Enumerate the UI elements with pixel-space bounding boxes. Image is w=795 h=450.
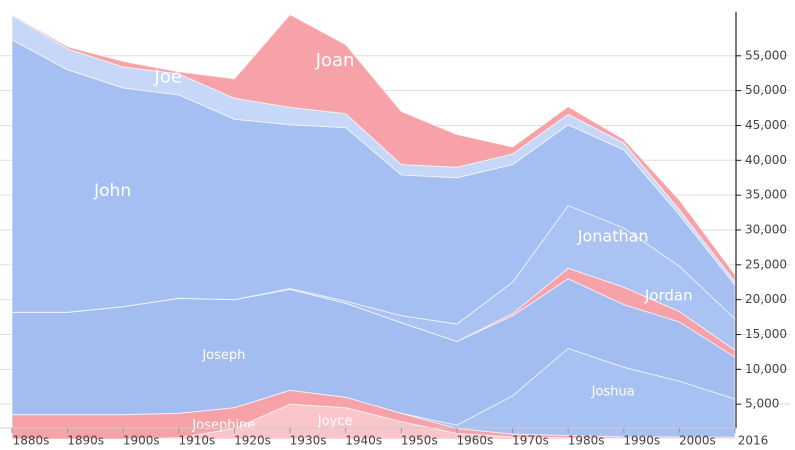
x-tick-label: 1960s (457, 434, 494, 448)
x-tick-label: 1970s (512, 434, 549, 448)
area (11, 13, 736, 284)
series-label: Josephine (191, 418, 255, 433)
series-label: Joseph (201, 348, 245, 363)
y-tick-label: 40,000 (745, 153, 787, 167)
y-tick-label: 30,000 (745, 222, 787, 236)
x-tick-label: 1950s (401, 434, 438, 448)
series-label: Jordan (644, 286, 693, 304)
series-label: Joan (315, 50, 355, 71)
x-tick-label: 1880s (13, 434, 50, 448)
y-tick-label: 5,000 (745, 397, 779, 411)
x-tick-label: 1930s (290, 434, 327, 448)
x-tick-label: 1920s (234, 434, 271, 448)
series-label: Joe (154, 66, 182, 87)
x-tick-label: 1980s (568, 434, 605, 448)
y-tick-label: 10,000 (745, 362, 787, 376)
x-tick-label: 2016 (738, 434, 769, 448)
x-tick-label: 1900s (123, 434, 160, 448)
y-tick-label: 25,000 (745, 257, 787, 271)
y-tick-label: 50,000 (745, 83, 787, 97)
series-label: Joyce (317, 414, 353, 429)
x-tick-label: 2000s (679, 434, 716, 448)
x-tick-label: 1990s (623, 434, 660, 448)
x-tick-label: 1940s (345, 434, 382, 448)
y-tick-label: 15,000 (745, 327, 787, 341)
series-label: Jonathan (577, 226, 649, 245)
y-tick-label: 20,000 (745, 292, 787, 306)
series-label: John (93, 181, 131, 201)
series-label: Joshua (591, 384, 635, 399)
y-tick-label: 55,000 (745, 48, 787, 62)
y-tick-label: 45,000 (745, 118, 787, 132)
y-tick-label: 35,000 (745, 188, 787, 202)
x-tick-label: 1910s (178, 434, 215, 448)
x-tick-label: 1890s (67, 434, 104, 448)
